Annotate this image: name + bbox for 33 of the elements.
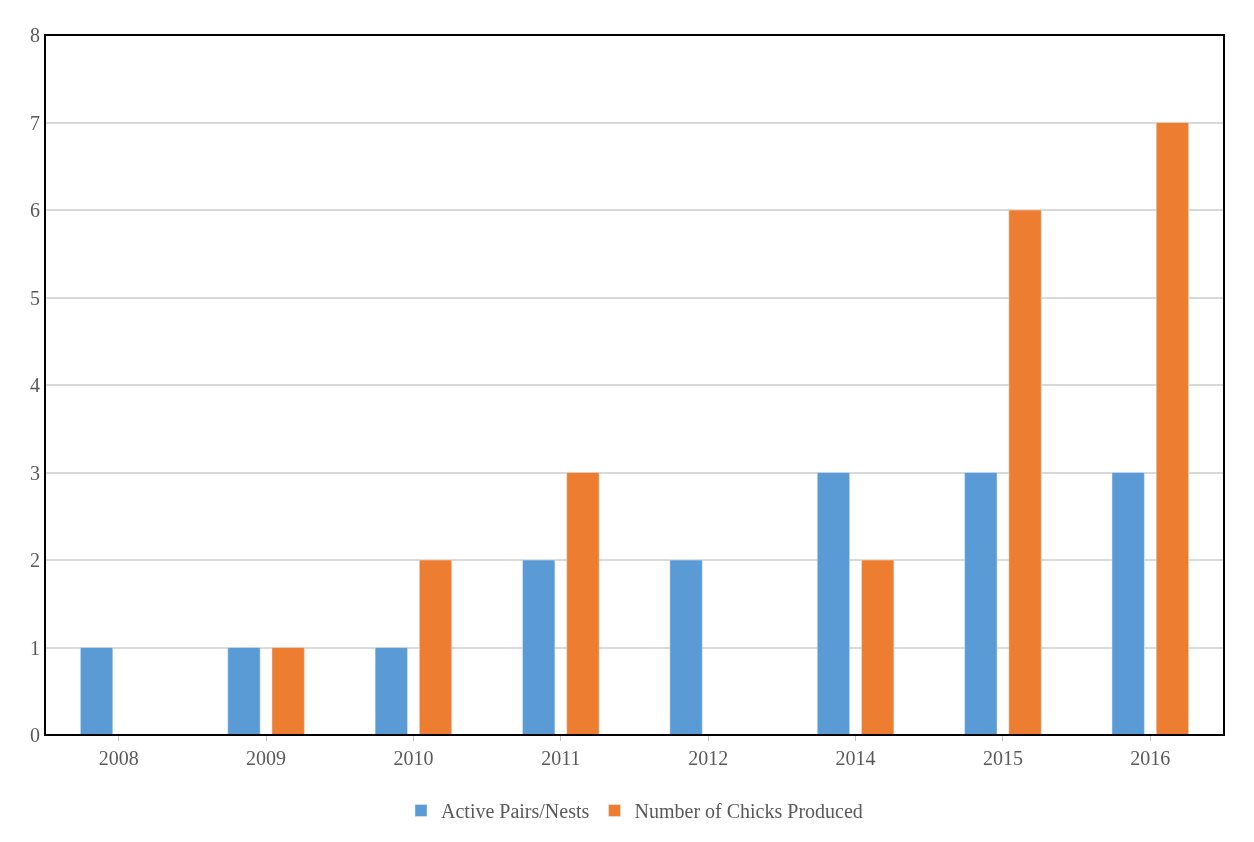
legend-label: Number of Chicks Produced (634, 800, 863, 823)
y-tick-label: 0 (30, 724, 40, 746)
x-tick-label: 2008 (98, 747, 139, 769)
y-tick-label: 6 (30, 199, 40, 221)
x-tick-label: 2014 (835, 747, 876, 769)
bar (1111, 472, 1145, 735)
y-tick-label: 1 (30, 636, 40, 659)
bar (817, 472, 850, 735)
bar (1008, 209, 1042, 735)
x-tick-label: 2012 (688, 747, 729, 769)
bar (227, 647, 261, 735)
bar (1155, 122, 1189, 735)
bar (80, 647, 114, 735)
y-tick-label: 5 (30, 286, 40, 309)
bar (861, 559, 895, 735)
bar (964, 472, 998, 735)
y-tick-label: 2 (30, 549, 40, 571)
y-tick-label: 3 (30, 461, 40, 484)
bar (669, 559, 703, 735)
bar (566, 472, 600, 735)
x-tick-label: 2009 (246, 747, 287, 769)
x-tick-label: 2011 (541, 747, 581, 769)
bar (522, 559, 556, 735)
x-tick-label: 2010 (393, 747, 434, 769)
y-tick-label: 4 (30, 374, 40, 396)
bar (374, 647, 408, 735)
bar (419, 559, 453, 735)
x-tick-label: 2015 (982, 747, 1023, 769)
legend-label: Active Pairs/Nests (441, 800, 590, 823)
y-tick-label: 7 (30, 111, 40, 134)
x-tick-label: 2016 (1130, 747, 1171, 769)
bar (271, 647, 305, 735)
y-tick-label: 8 (30, 24, 40, 46)
